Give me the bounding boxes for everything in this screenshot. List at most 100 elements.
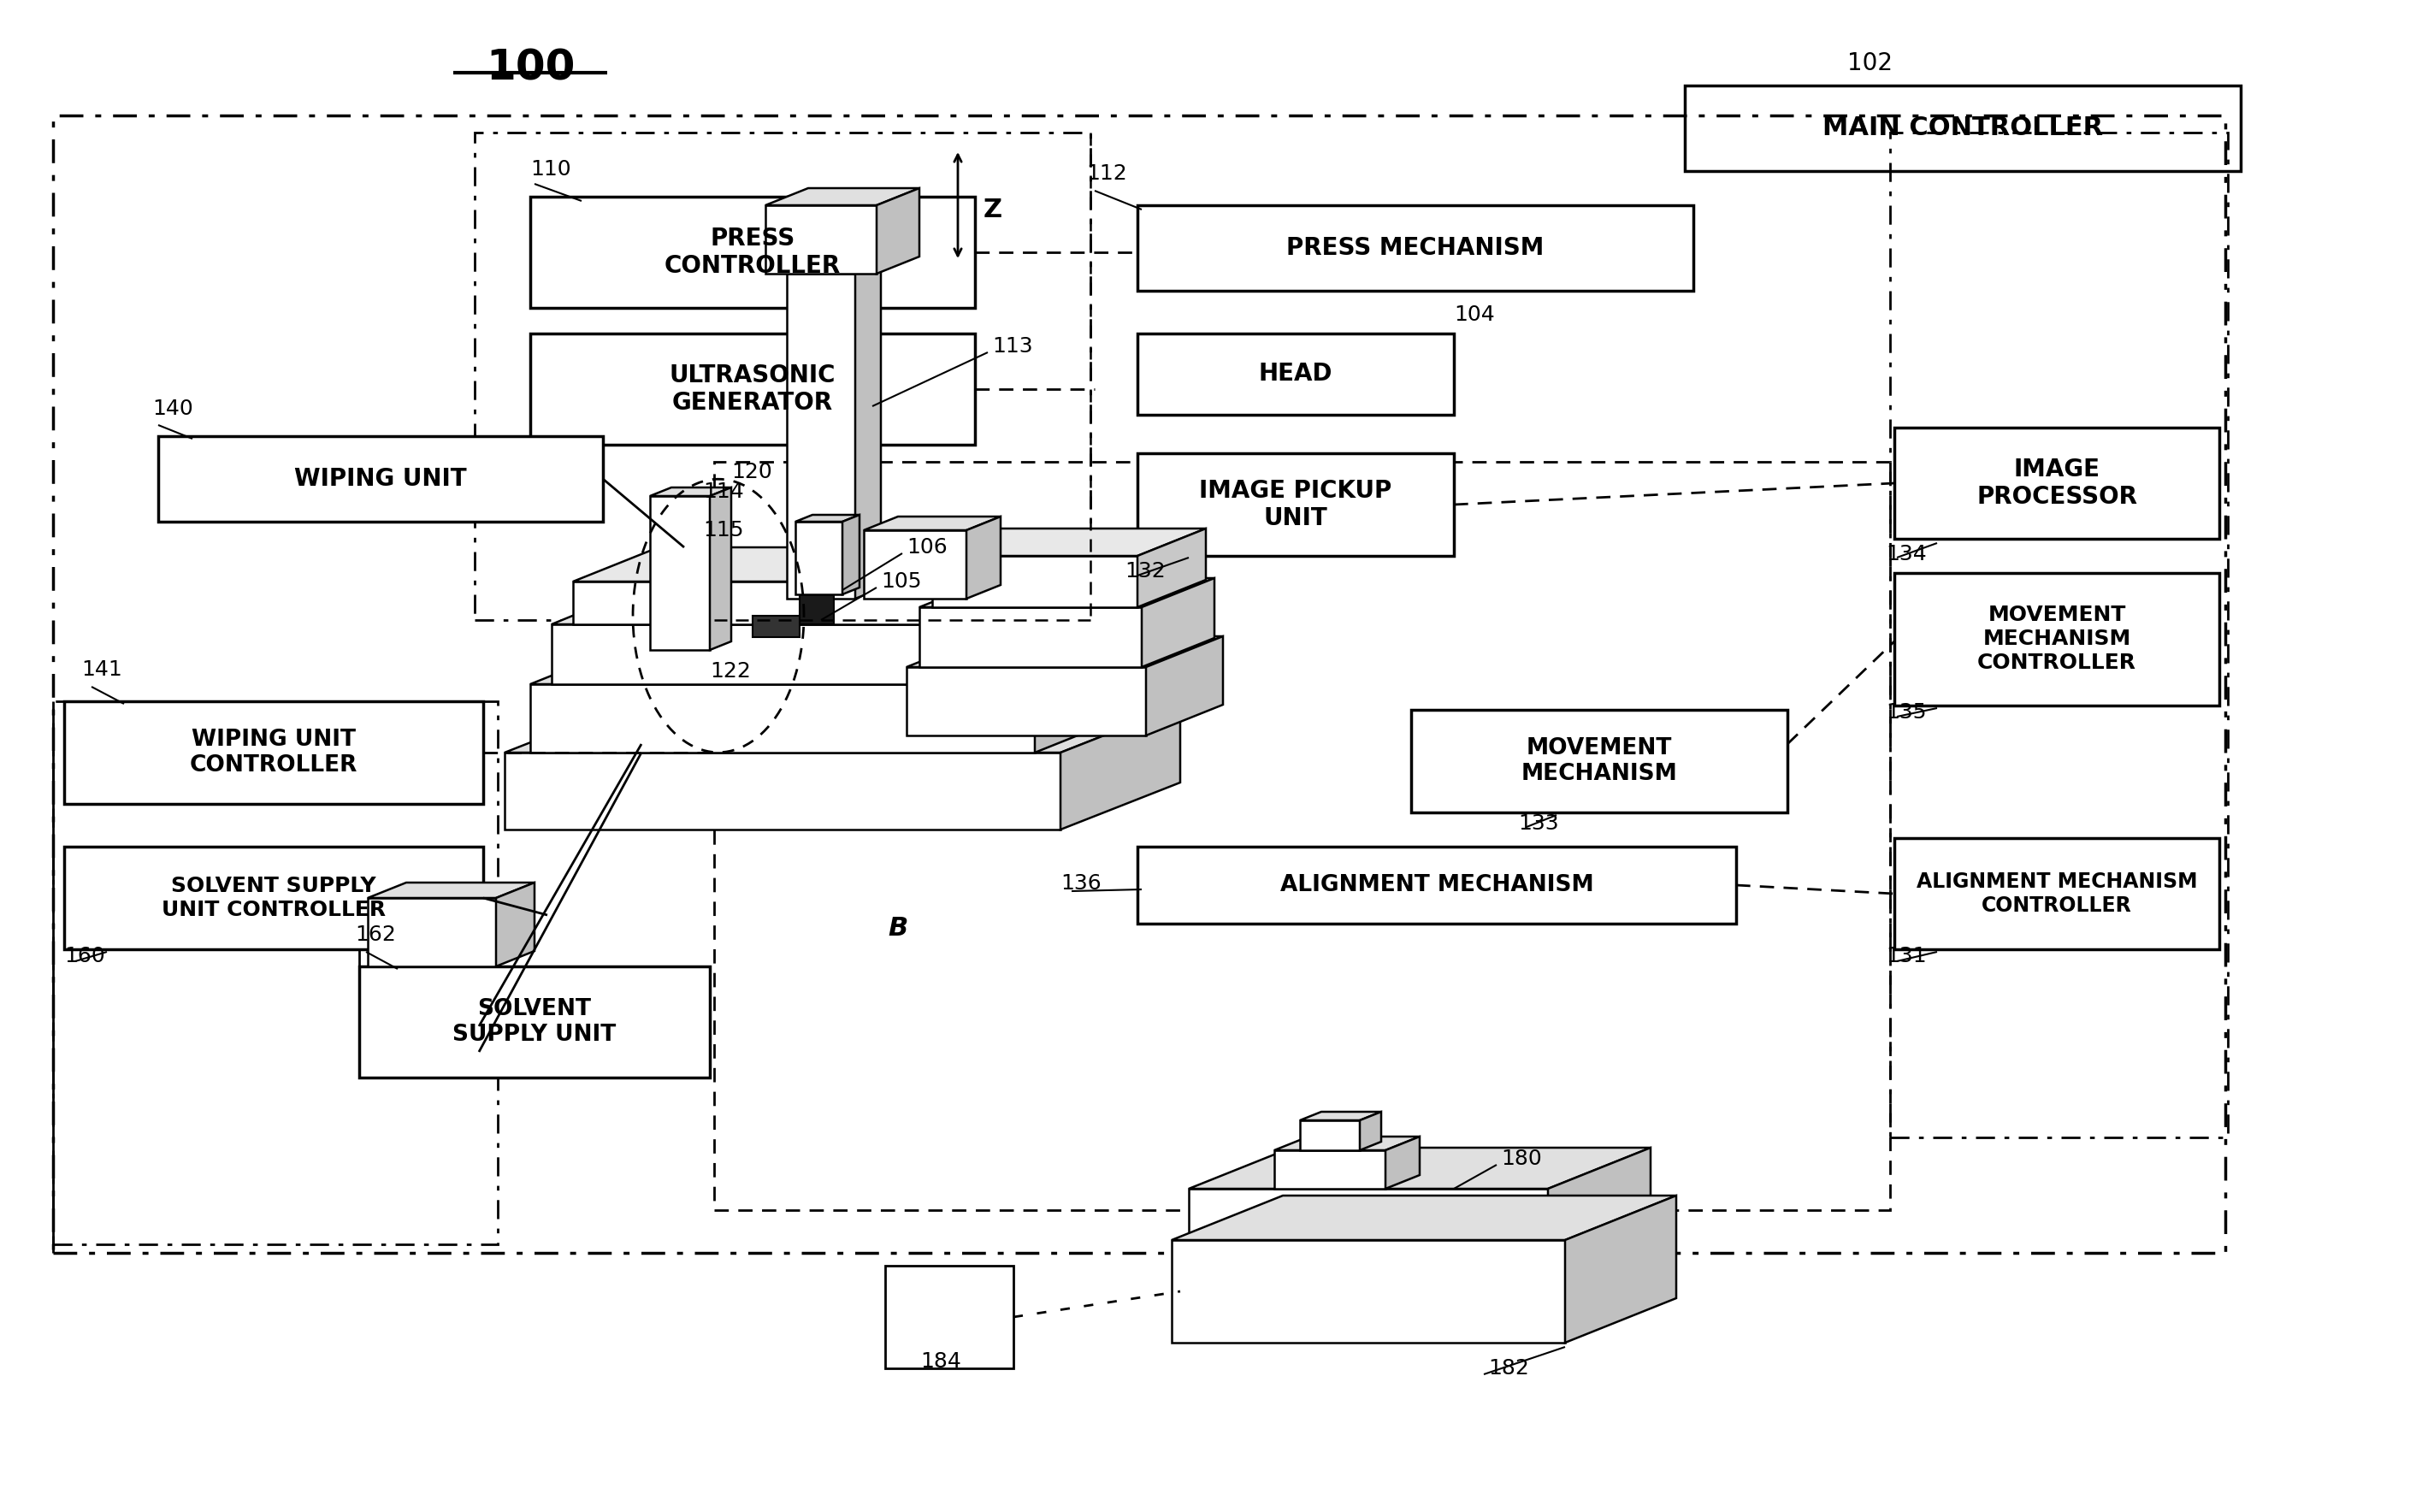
Text: 160: 160 (65, 947, 104, 966)
Bar (1138, 334, 1454, 414)
Polygon shape (495, 883, 534, 966)
Polygon shape (1566, 1196, 1677, 1343)
Polygon shape (865, 517, 1000, 531)
Bar (53, 702, 498, 1244)
Text: 102: 102 (1848, 51, 1892, 76)
Text: SOLVENT SUPPLY
UNIT CONTROLLER: SOLVENT SUPPLY UNIT CONTROLLER (162, 875, 387, 921)
Text: 136: 136 (1061, 872, 1102, 894)
Text: 105: 105 (882, 572, 920, 591)
Polygon shape (1549, 1148, 1650, 1240)
Bar (529, 334, 976, 445)
Polygon shape (906, 667, 1145, 735)
Text: 106: 106 (906, 537, 947, 558)
Polygon shape (551, 624, 1022, 683)
Polygon shape (993, 547, 1078, 624)
Bar (65, 702, 483, 804)
Polygon shape (865, 531, 966, 599)
Bar (65, 847, 483, 950)
Polygon shape (1172, 1196, 1677, 1240)
Text: 140: 140 (152, 399, 193, 419)
Bar (360, 966, 710, 1078)
Polygon shape (1273, 1151, 1384, 1188)
Bar (884, 1266, 1012, 1368)
Text: IMAGE PICKUP
UNIT: IMAGE PICKUP UNIT (1198, 479, 1392, 531)
Bar (529, 197, 976, 308)
Polygon shape (1143, 578, 1215, 667)
Bar (1138, 206, 1694, 290)
Polygon shape (877, 187, 920, 274)
Polygon shape (966, 517, 1000, 599)
Text: IMAGE
PROCESSOR: IMAGE PROCESSOR (1976, 457, 2138, 510)
Polygon shape (1022, 585, 1116, 683)
Polygon shape (710, 487, 732, 650)
Text: HEAD: HEAD (1259, 361, 1334, 386)
Polygon shape (766, 187, 920, 206)
Bar (1684, 86, 2240, 171)
Bar (53, 115, 2225, 1253)
Bar (1894, 573, 2220, 706)
Polygon shape (650, 487, 732, 496)
Bar (1894, 428, 2220, 538)
Polygon shape (1360, 1111, 1382, 1151)
Text: 112: 112 (1087, 163, 1126, 184)
Text: 162: 162 (355, 924, 396, 945)
Polygon shape (855, 263, 882, 599)
Polygon shape (1300, 1111, 1382, 1120)
Text: WIPING UNIT
CONTROLLER: WIPING UNIT CONTROLLER (191, 729, 358, 777)
Polygon shape (529, 641, 1143, 683)
Polygon shape (1061, 706, 1179, 830)
Text: B: B (889, 915, 908, 940)
Text: 113: 113 (993, 336, 1032, 357)
Polygon shape (529, 683, 1034, 753)
Text: SOLVENT
SUPPLY UNIT: SOLVENT SUPPLY UNIT (452, 998, 616, 1046)
Polygon shape (1172, 1240, 1566, 1343)
Text: 182: 182 (1488, 1358, 1529, 1379)
Polygon shape (920, 608, 1143, 667)
Polygon shape (788, 263, 882, 274)
Polygon shape (795, 522, 843, 594)
Bar (1894, 838, 2220, 950)
Polygon shape (766, 206, 877, 274)
Text: ALIGNMENT MECHANISM: ALIGNMENT MECHANISM (1280, 874, 1595, 897)
Text: PRESS MECHANISM: PRESS MECHANISM (1285, 236, 1544, 260)
Text: 120: 120 (732, 461, 773, 482)
Text: 114: 114 (703, 481, 744, 502)
Text: 131: 131 (1887, 947, 1926, 966)
Polygon shape (1189, 1188, 1549, 1240)
Text: MAIN CONTROLLER: MAIN CONTROLLER (1822, 116, 2102, 141)
Text: 184: 184 (920, 1352, 962, 1371)
Text: ULTRASONIC
GENERATOR: ULTRASONIC GENERATOR (669, 363, 836, 414)
Bar (157, 435, 604, 522)
Polygon shape (573, 582, 993, 624)
Text: 141: 141 (82, 659, 123, 680)
Text: 132: 132 (1123, 561, 1165, 582)
Polygon shape (1273, 1137, 1421, 1151)
Text: MOVEMENT
MECHANISM
CONTROLLER: MOVEMENT MECHANISM CONTROLLER (1976, 605, 2136, 673)
Polygon shape (1138, 529, 1206, 608)
Text: 110: 110 (529, 159, 570, 180)
Text: 135: 135 (1887, 702, 1926, 723)
Polygon shape (933, 556, 1138, 608)
Polygon shape (1384, 1137, 1421, 1188)
Text: 134: 134 (1887, 544, 1926, 564)
Polygon shape (551, 585, 1116, 624)
Text: 100: 100 (486, 47, 575, 88)
Polygon shape (650, 496, 710, 650)
Bar (715, 461, 1889, 1210)
Polygon shape (505, 706, 1179, 753)
Polygon shape (1034, 641, 1143, 753)
Text: WIPING UNIT: WIPING UNIT (295, 467, 466, 491)
Polygon shape (754, 615, 800, 637)
Polygon shape (1300, 1120, 1360, 1151)
Polygon shape (800, 594, 834, 624)
Text: 115: 115 (703, 520, 744, 540)
Polygon shape (367, 883, 534, 898)
Polygon shape (795, 514, 860, 522)
Text: PRESS
CONTROLLER: PRESS CONTROLLER (664, 227, 841, 278)
Polygon shape (367, 898, 495, 966)
Polygon shape (843, 514, 860, 594)
Text: MOVEMENT
MECHANISM: MOVEMENT MECHANISM (1522, 738, 1677, 785)
Polygon shape (1145, 637, 1222, 735)
Text: 180: 180 (1500, 1149, 1541, 1169)
Text: 104: 104 (1454, 304, 1496, 325)
